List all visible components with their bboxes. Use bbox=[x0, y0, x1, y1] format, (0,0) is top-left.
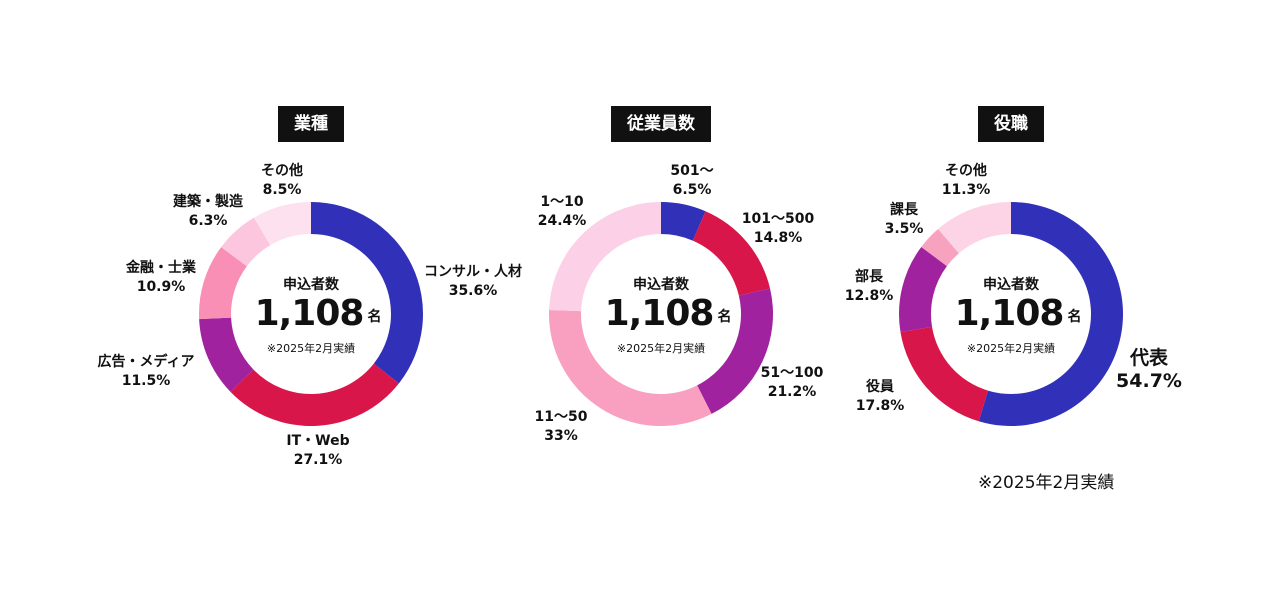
segment-name: 1〜10 bbox=[540, 194, 584, 210]
segment-name: その他 bbox=[944, 163, 987, 179]
segment-name: 役員 bbox=[865, 379, 894, 395]
segment-name: 101〜500 bbox=[741, 211, 815, 227]
industry-chart-title: 業種 bbox=[278, 106, 344, 142]
employee-total-number: 1,108 bbox=[604, 293, 715, 334]
position-label-representative: 代表 54.7% bbox=[1116, 347, 1182, 393]
segment-name: 広告・メディア bbox=[97, 354, 195, 370]
industry-label-consulting: コンサル・人材 35.6% bbox=[424, 263, 522, 301]
industry-label-finance: 金融・士業 10.9% bbox=[126, 259, 196, 297]
employee-total-unit: 名 bbox=[717, 309, 732, 325]
segment-percent: 27.1% bbox=[293, 452, 343, 468]
segment-name: 部長 bbox=[854, 269, 883, 285]
employee-label-501: 501〜 6.5% bbox=[670, 162, 713, 200]
segment-percent: 11.5% bbox=[121, 373, 171, 389]
segment-name: 51〜100 bbox=[760, 365, 824, 381]
segment-name: 501〜 bbox=[670, 163, 714, 179]
industry-label-construction: 建築・製造 6.3% bbox=[173, 193, 243, 231]
position-donut-slice-4 bbox=[938, 202, 1011, 254]
position-label-officer: 役員 17.8% bbox=[856, 378, 905, 416]
industry-total-number: 1,108 bbox=[254, 293, 365, 334]
segment-name: 11〜50 bbox=[534, 409, 588, 425]
industry-donut-slice-3 bbox=[199, 247, 247, 320]
industry-center-note: ※2025年2月実績 bbox=[266, 342, 356, 355]
position-center-label: 申込者数 bbox=[983, 277, 1039, 293]
segment-percent: 8.5% bbox=[262, 182, 302, 198]
segment-percent: 33% bbox=[544, 428, 578, 444]
industry-center-total: 1,108 名 bbox=[255, 294, 382, 340]
industry-label-it-web: IT・Web 27.1% bbox=[286, 432, 349, 470]
segment-name: 金融・士業 bbox=[126, 260, 196, 276]
industry-center-label: 申込者数 bbox=[283, 277, 339, 293]
employee-label-101-500: 101〜500 14.8% bbox=[742, 210, 814, 248]
employee-donut-slice-0 bbox=[661, 202, 706, 241]
segment-percent: 12.8% bbox=[844, 288, 894, 304]
footnote: ※2025年2月実績 bbox=[978, 473, 1115, 493]
industry-label-other: その他 8.5% bbox=[261, 162, 303, 200]
segment-percent: 6.5% bbox=[672, 182, 712, 198]
employee-label-11-50: 11〜50 33% bbox=[535, 408, 588, 446]
industry-donut-slice-0 bbox=[311, 202, 423, 384]
segment-percent: 3.5% bbox=[884, 221, 924, 237]
industry-donut-slice-2 bbox=[199, 317, 254, 392]
employee-center-label: 申込者数 bbox=[633, 277, 689, 293]
position-label-director: 部長 12.8% bbox=[845, 268, 894, 306]
segment-percent: 11.3% bbox=[941, 182, 991, 198]
employee-label-51-100: 51〜100 21.2% bbox=[761, 364, 824, 402]
position-donut-slice-1 bbox=[900, 326, 988, 422]
segment-name: 代表 bbox=[1129, 347, 1169, 369]
position-total-unit: 名 bbox=[1067, 309, 1082, 325]
employee-donut-slice-4 bbox=[549, 202, 661, 312]
segment-percent: 10.9% bbox=[136, 279, 186, 295]
industry-donut-slice-1 bbox=[230, 363, 399, 426]
employee-donut-slice-2 bbox=[697, 288, 773, 414]
segment-percent: 21.2% bbox=[767, 384, 817, 400]
employee-donut-slice-1 bbox=[692, 211, 771, 296]
employee-center-total: 1,108 名 bbox=[605, 294, 732, 340]
industry-donut-slice-4 bbox=[221, 217, 271, 267]
segment-name: 建築・製造 bbox=[173, 194, 243, 210]
position-label-other: その他 11.3% bbox=[942, 162, 991, 200]
employee-donut-slice-3 bbox=[549, 309, 712, 426]
employee-label-1-10: 1〜10 24.4% bbox=[538, 193, 587, 231]
position-center-total: 1,108 名 bbox=[955, 294, 1082, 340]
segment-name: 課長 bbox=[889, 202, 918, 218]
segment-name: IT・Web bbox=[286, 433, 350, 449]
segment-percent: 24.4% bbox=[537, 213, 587, 229]
position-donut-slice-0 bbox=[978, 202, 1123, 426]
position-total-number: 1,108 bbox=[954, 293, 1065, 334]
position-chart-title: 役職 bbox=[978, 106, 1044, 142]
employee-center-note: ※2025年2月実績 bbox=[616, 342, 706, 355]
segment-percent: 35.6% bbox=[448, 283, 498, 299]
position-center-note: ※2025年2月実績 bbox=[966, 342, 1056, 355]
segment-percent: 17.8% bbox=[855, 398, 905, 414]
industry-total-unit: 名 bbox=[367, 309, 382, 325]
industry-donut-slice-5 bbox=[253, 202, 311, 246]
position-donut-slice-2 bbox=[899, 246, 947, 333]
segment-name: その他 bbox=[261, 163, 303, 179]
segment-name: コンサル・人材 bbox=[424, 264, 522, 280]
segment-percent: 6.3% bbox=[188, 213, 228, 229]
position-donut-slice-3 bbox=[921, 229, 959, 267]
position-label-manager: 課長 3.5% bbox=[885, 201, 924, 239]
industry-label-ad-media: 広告・メディア 11.5% bbox=[97, 353, 194, 391]
employee-count-chart-title: 従業員数 bbox=[611, 106, 711, 142]
segment-percent: 54.7% bbox=[1116, 370, 1182, 392]
segment-percent: 14.8% bbox=[753, 230, 803, 246]
